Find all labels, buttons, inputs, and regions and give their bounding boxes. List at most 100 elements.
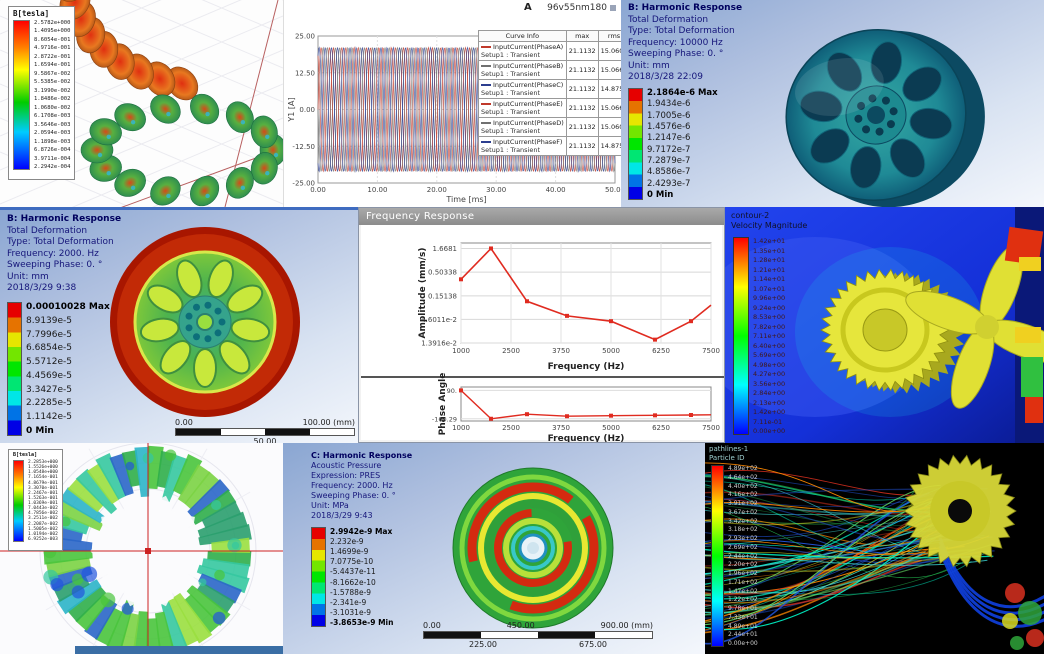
colorbar-value: 3.42e+02 bbox=[728, 517, 758, 525]
curve-info-table: Curve Info max rms InputCurrent(PhaseA) Setu… bbox=[478, 30, 622, 156]
pin-icon[interactable] bbox=[610, 5, 616, 11]
curve-swatch-icon bbox=[481, 103, 491, 105]
curve-rms: 15.0606 bbox=[597, 41, 622, 61]
wheel-hole bbox=[826, 52, 863, 92]
curve-name: InputCurrent(PhaseD) bbox=[481, 119, 564, 127]
panel-harmonic-2000: B: Harmonic Response Total Deformation Typ… bbox=[0, 207, 358, 446]
colorbar-value: 4.40e+02 bbox=[728, 482, 758, 490]
curve-max: 21.1132 bbox=[565, 98, 599, 118]
field-sector bbox=[184, 471, 221, 510]
curve-max: 21.1132 bbox=[565, 79, 599, 99]
scale-q3: 675.00 bbox=[579, 640, 607, 649]
colorbar-gradient bbox=[711, 465, 724, 647]
colorbar-value: 2.20e+02 bbox=[728, 561, 758, 569]
scale-end: 100.00 (mm) bbox=[302, 418, 355, 427]
header-line: Particle ID bbox=[709, 454, 745, 462]
curve-swatch-icon bbox=[481, 122, 491, 124]
colorbar-gradient bbox=[13, 460, 24, 542]
scale-bar bbox=[423, 631, 653, 639]
colorbar-value: 5.5712e-5 bbox=[26, 357, 73, 368]
svg-text:1000: 1000 bbox=[452, 347, 470, 355]
field-sector bbox=[86, 462, 120, 505]
panel-acoustic-pressure: C: Harmonic Response Acoustic Pressure Exp… bbox=[283, 443, 705, 654]
table-header: max bbox=[565, 30, 599, 42]
pathline bbox=[705, 547, 936, 604]
colorbar-value: 4.8679e-001 bbox=[28, 480, 58, 486]
coil-segment bbox=[150, 94, 181, 124]
wheel-hole bbox=[870, 41, 903, 84]
header-line: Total Deformation bbox=[7, 225, 88, 236]
colorbar-value: 1.0680e-002 bbox=[34, 104, 71, 111]
svg-text:Phase Angle: Phase Angle bbox=[438, 373, 448, 436]
colorbar-value: 7.0775e-10 bbox=[330, 557, 374, 567]
header-line: contour-2 bbox=[731, 211, 770, 220]
wheel-hole bbox=[218, 340, 251, 375]
pathline bbox=[705, 505, 944, 603]
coil-segment bbox=[250, 152, 278, 185]
field-sector bbox=[173, 592, 213, 644]
colorbar-value: 2.2942e-004 bbox=[34, 163, 71, 170]
field-sector bbox=[197, 511, 248, 539]
colorbar-value: 2.69e+02 bbox=[728, 543, 758, 551]
colorbar-value: 1.35e+01 bbox=[753, 246, 786, 255]
header-line: Sweeping Phase: 0. ° bbox=[7, 260, 103, 270]
header-line: Sweeping Phase: 0. ° bbox=[311, 491, 396, 500]
svg-text:20.00: 20.00 bbox=[427, 186, 447, 194]
curve-swatch-icon bbox=[481, 141, 491, 143]
curve-setup: Setup1 : Transient bbox=[481, 108, 541, 116]
svg-text:1.6681: 1.6681 bbox=[433, 245, 458, 253]
colorbar-value: 7.82e+00 bbox=[753, 322, 786, 331]
field-sector bbox=[187, 479, 230, 518]
colorbar-value: 7.7996e-5 bbox=[26, 329, 73, 340]
pathline bbox=[705, 506, 963, 579]
coil-segment bbox=[250, 115, 278, 148]
pressure-colorbar: 2.9942e-9 Max 2.232e-9 1.4699e-9 7.0775e-10… bbox=[311, 527, 393, 627]
svg-text:Amplitude (mm/s): Amplitude (mm/s) bbox=[418, 248, 428, 339]
velocity-colorbar: 1.42e+01 1.35e+01 1.28e+01 1.21e+01 1.14e+01… bbox=[733, 237, 785, 435]
header-line: B: Harmonic Response bbox=[628, 3, 743, 13]
coil-segment bbox=[190, 93, 220, 125]
scale-end: 900.00 (mm) bbox=[600, 621, 653, 630]
field-sector bbox=[201, 558, 250, 580]
deformation-model-view bbox=[110, 227, 300, 417]
colorbar-value: 2.2087e-002 bbox=[28, 521, 58, 527]
wheel-hole bbox=[207, 259, 234, 299]
wheel-hole bbox=[176, 259, 203, 299]
colorbar-value: 1.47e+02 bbox=[728, 587, 758, 595]
colorbar-value: 2.44e+01 bbox=[728, 631, 758, 639]
field-sector bbox=[161, 601, 188, 651]
colorbar-value: 2.9942e-9 Max bbox=[330, 527, 393, 536]
colorbar-value: 1.07e+01 bbox=[753, 284, 786, 293]
field-sector bbox=[84, 599, 118, 640]
header-line: B: Harmonic Response bbox=[7, 214, 122, 224]
curve-max: 21.1132 bbox=[565, 60, 599, 80]
svg-text:3750: 3750 bbox=[552, 424, 570, 432]
header-line: 2018/3/28 22:09 bbox=[628, 72, 703, 82]
colorbar-value: 7.0443e-002 bbox=[28, 506, 58, 512]
svg-text:4.6011e-2: 4.6011e-2 bbox=[421, 316, 457, 324]
colorbar-value: 9.7172e-7 bbox=[647, 144, 691, 155]
header-line: Type: Total Deformation bbox=[7, 237, 114, 247]
curve-swatch-icon bbox=[481, 84, 491, 86]
colorbar-value: 6.40e+00 bbox=[753, 341, 786, 350]
scale-ruler: 0.00 100.00 (mm) 50.00 bbox=[175, 418, 355, 446]
colorbar-value: 4.89e+01 bbox=[728, 622, 758, 630]
curve-setup: Setup1 : Transient bbox=[481, 70, 541, 78]
colorbar-value: 0.00e+00 bbox=[753, 427, 786, 435]
colorbar-value: 7.33e+01 bbox=[728, 613, 758, 621]
curve-rms: 15.0606 bbox=[597, 117, 622, 137]
colorbar-value: 2.1864e-6 Max bbox=[647, 88, 718, 98]
bfield-colorbar: B[tesla] 2.2853e+000 1.5526e+000 1.0548e+0… bbox=[8, 449, 63, 551]
panel-harmonic-10000: B: Harmonic Response Total Deformation Typ… bbox=[621, 0, 1044, 207]
colorbar-value: 0.00e+00 bbox=[728, 640, 758, 647]
colorbar-value: 8.6054e-001 bbox=[34, 36, 71, 43]
pathline bbox=[705, 535, 920, 631]
curve-setup: Setup1 : Transient bbox=[481, 89, 541, 97]
window-titlebar[interactable]: Frequency Response bbox=[359, 208, 724, 225]
field-sector bbox=[198, 573, 242, 604]
scale-start: 0.00 bbox=[175, 418, 193, 427]
pathlines-view bbox=[705, 454, 1044, 650]
rotor-field-plot bbox=[0, 443, 283, 654]
wheel-hole bbox=[193, 348, 217, 388]
colorbar-value: 3.3427e-5 bbox=[26, 384, 73, 395]
